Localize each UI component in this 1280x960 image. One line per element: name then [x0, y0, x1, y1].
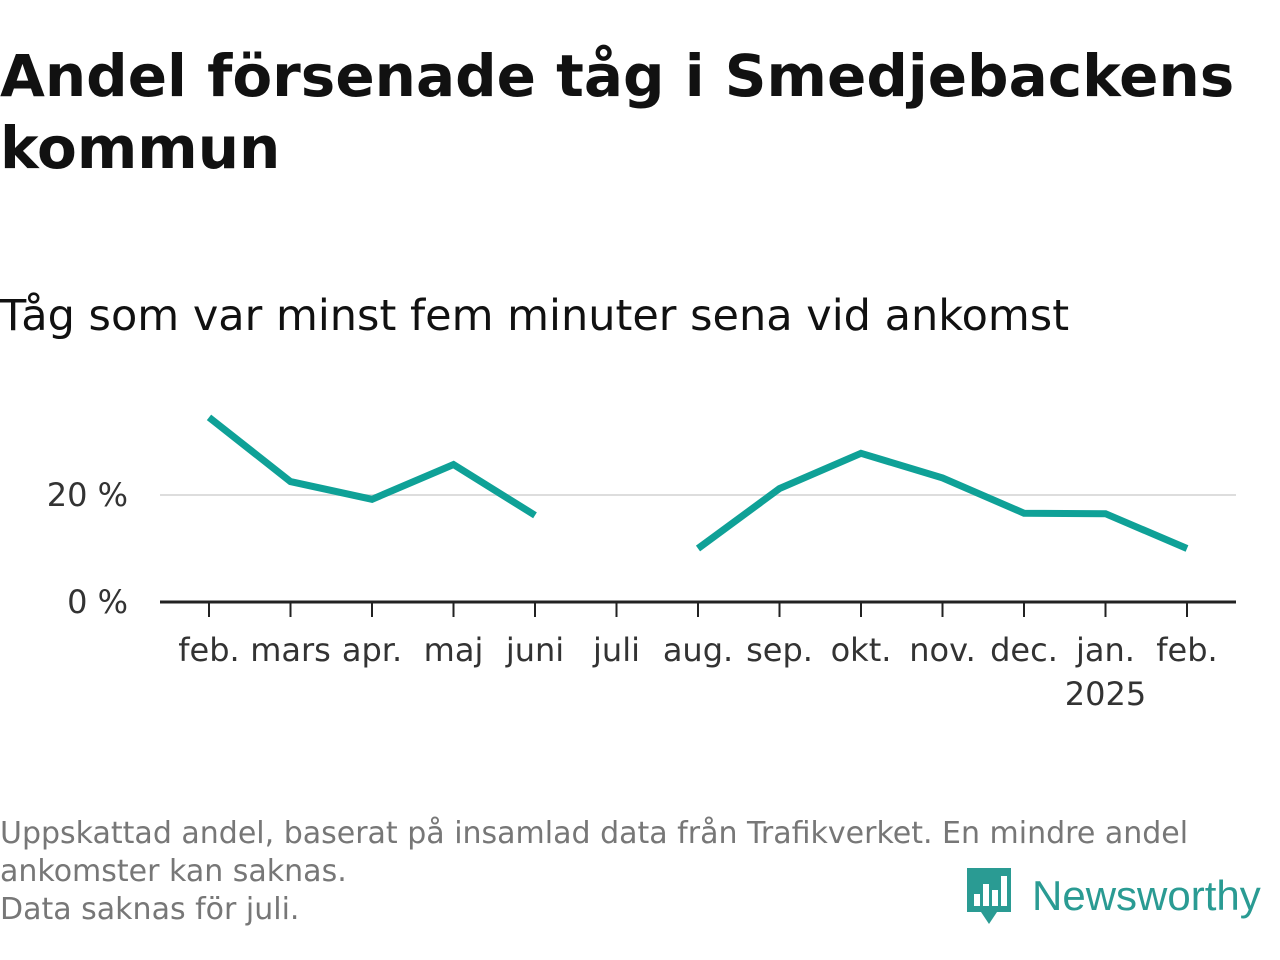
- x-tick-label: feb.: [1156, 631, 1217, 669]
- x-tick-label: mars: [250, 631, 331, 669]
- footnote-line-1: Uppskattad andel, baserat på insamlad da…: [0, 816, 1189, 851]
- x-tick-label: dec.: [990, 631, 1058, 669]
- y-tick-label: 0 %: [67, 583, 128, 621]
- series-line-segment-2: [695, 449, 1189, 552]
- series-line-segment-1: [206, 414, 537, 519]
- y-tick-label: 20 %: [47, 476, 128, 514]
- x-tick-label: sep.: [746, 631, 813, 669]
- x-tick-label: feb.: [178, 631, 239, 669]
- x-tick-label: nov.: [909, 631, 975, 669]
- x-axis: [160, 600, 1236, 617]
- x-tick-label: aug.: [663, 631, 733, 669]
- chart-subtitle: Tåg som var minst fem minuter sena vid a…: [0, 291, 1070, 341]
- y-axis-labels: 0 % 20 %: [47, 476, 128, 621]
- newsworthy-logo: Newsworthy: [964, 866, 1261, 926]
- x-axis-labels: feb. mars apr. maj juni juli aug. sep. okt. nov. d…: [178, 631, 1217, 713]
- logo-text: Newsworthy: [1032, 872, 1261, 919]
- x-tick-sublabel: 2025: [1065, 675, 1146, 713]
- x-tick-label: jan.: [1075, 631, 1135, 669]
- footnote: Uppskattad andel, baserat på insamlad da…: [0, 815, 1270, 929]
- footnote-line-2: ankomster kan saknas.: [0, 854, 347, 889]
- x-tick-label: okt.: [831, 631, 892, 669]
- x-tick-label: juli: [592, 631, 640, 669]
- bar-chart-speech-bubble-icon: [967, 868, 1011, 924]
- series: [206, 414, 1189, 552]
- chart-title: Andel försenade tåg i Smedjebackens komm…: [0, 42, 1235, 182]
- x-tick-label: juni: [505, 631, 564, 669]
- x-tick-label: apr.: [342, 631, 402, 669]
- footnote-line-3: Data saknas för juli.: [0, 892, 300, 927]
- x-tick-label: maj: [424, 631, 484, 669]
